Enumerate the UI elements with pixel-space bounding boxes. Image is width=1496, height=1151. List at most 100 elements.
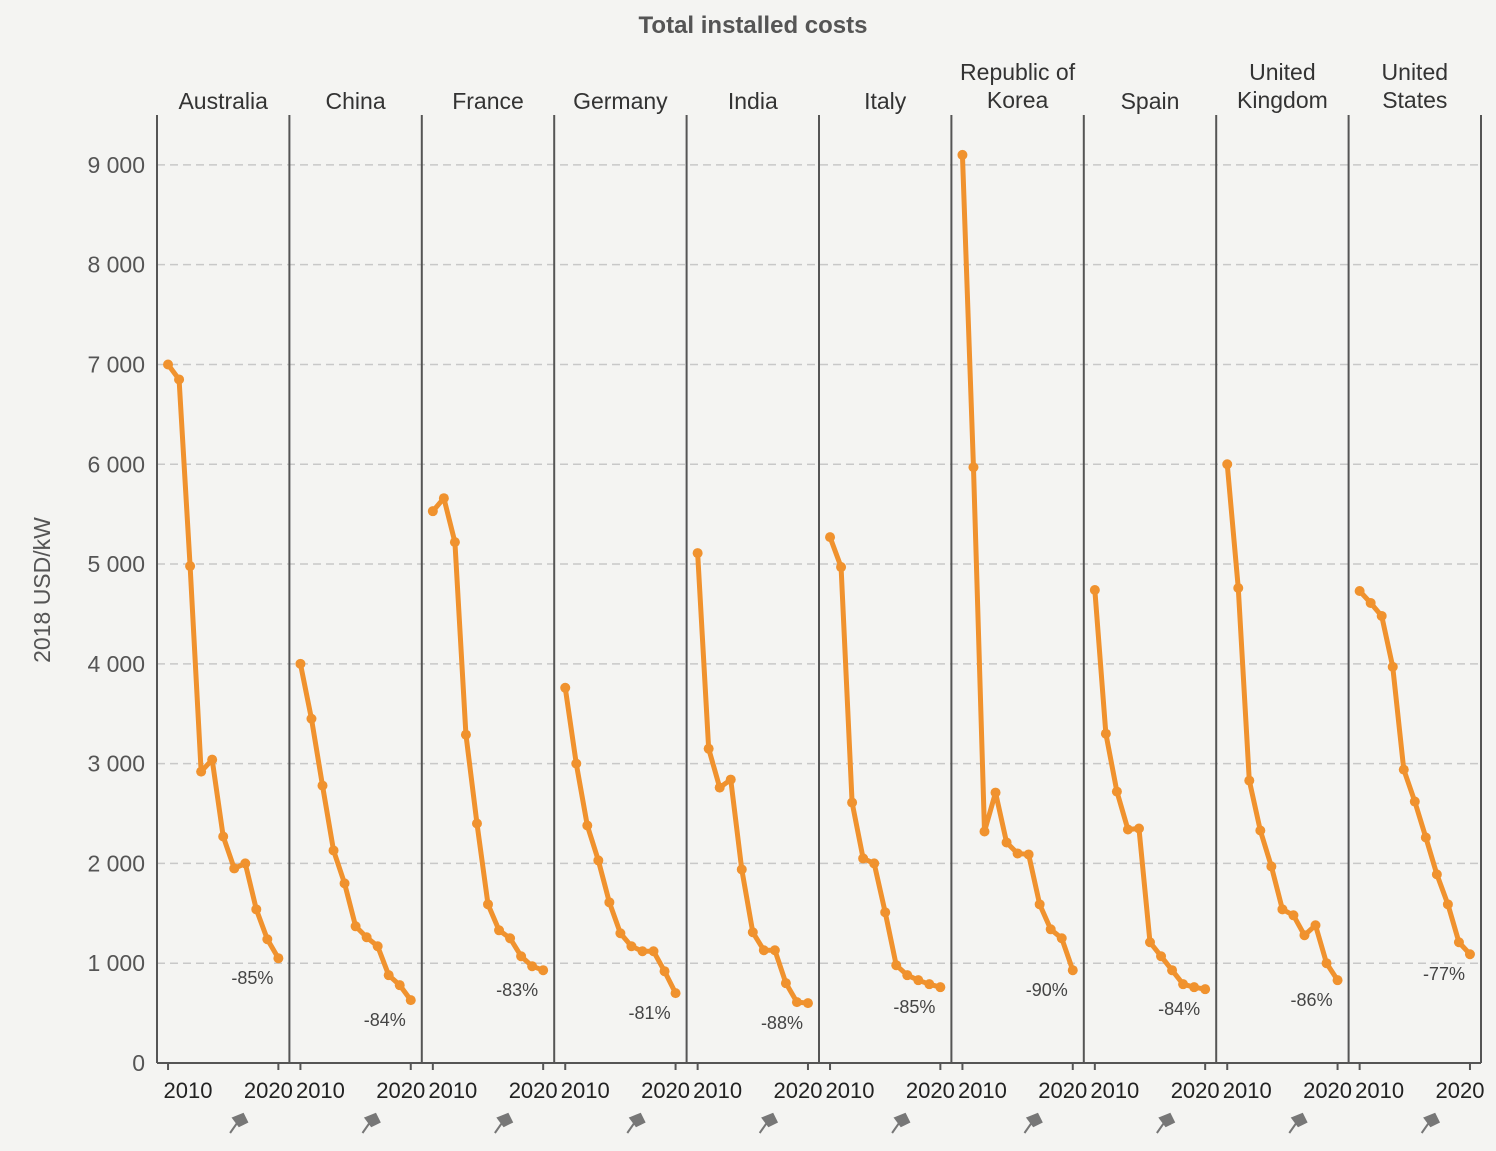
data-point bbox=[769, 945, 780, 956]
panel-label: Spain bbox=[1121, 88, 1180, 114]
data-point bbox=[582, 820, 593, 831]
data-point bbox=[924, 979, 935, 990]
series-line-china bbox=[297, 661, 414, 1003]
data-point bbox=[1310, 920, 1321, 931]
panel-label: United bbox=[1382, 59, 1448, 85]
data-point bbox=[670, 988, 681, 999]
pin-icon bbox=[1023, 1112, 1043, 1134]
y-tick-label: 5 000 bbox=[87, 551, 145, 577]
pin-icon bbox=[1288, 1112, 1308, 1134]
data-point bbox=[1167, 965, 1178, 976]
data-point bbox=[891, 960, 902, 971]
data-point bbox=[1200, 984, 1211, 995]
y-tick-label: 6 000 bbox=[87, 451, 145, 477]
data-point bbox=[714, 782, 725, 793]
panel-label: Republic of bbox=[960, 59, 1076, 85]
data-point bbox=[902, 970, 913, 981]
data-point bbox=[604, 897, 615, 908]
data-point bbox=[1431, 869, 1442, 880]
x-tick-label: 2020 bbox=[773, 1078, 822, 1103]
y-tick-label: 3 000 bbox=[87, 751, 145, 777]
x-tick-label: 2020 bbox=[1171, 1078, 1220, 1103]
x-tick-label: 2010 bbox=[826, 1078, 875, 1103]
data-point bbox=[372, 941, 383, 952]
data-point bbox=[1034, 899, 1045, 910]
data-point bbox=[1420, 832, 1431, 843]
data-point bbox=[394, 980, 405, 991]
x-tick-label: 2020 bbox=[244, 1078, 293, 1103]
data-point bbox=[339, 878, 350, 889]
data-point bbox=[1442, 899, 1453, 910]
series-line-united-states bbox=[1357, 588, 1473, 957]
pin-icon bbox=[229, 1112, 249, 1134]
data-point bbox=[1266, 861, 1277, 872]
y-tick-label: 9 000 bbox=[87, 152, 145, 178]
data-point bbox=[460, 729, 471, 740]
data-point bbox=[1056, 933, 1067, 944]
panel-label: Australia bbox=[178, 88, 268, 114]
pin-icon bbox=[758, 1112, 779, 1134]
x-tick-label: 2010 bbox=[428, 1078, 477, 1103]
data-point bbox=[483, 899, 493, 910]
data-point bbox=[1178, 979, 1189, 990]
data-point bbox=[262, 934, 273, 945]
data-point bbox=[317, 780, 328, 791]
data-point bbox=[615, 928, 626, 939]
data-point bbox=[361, 932, 372, 943]
panel-label: China bbox=[326, 88, 386, 114]
data-point bbox=[1453, 937, 1464, 948]
series-line-australia bbox=[165, 361, 281, 961]
data-point bbox=[1255, 825, 1266, 836]
x-tick-label: 2010 bbox=[561, 1078, 610, 1103]
pin-icon bbox=[494, 1112, 514, 1134]
data-point bbox=[1145, 937, 1155, 948]
panel-label: Korea bbox=[987, 87, 1049, 113]
data-point bbox=[306, 713, 317, 724]
data-point bbox=[692, 548, 703, 559]
data-point bbox=[913, 975, 924, 986]
data-point bbox=[935, 982, 946, 993]
y-tick-label: 0 bbox=[132, 1050, 145, 1076]
x-tick-label: 2020 bbox=[509, 1078, 558, 1103]
data-point bbox=[1365, 597, 1376, 608]
data-point bbox=[1133, 823, 1144, 834]
x-tick-label: 2010 bbox=[1223, 1078, 1272, 1103]
data-point bbox=[449, 537, 460, 548]
data-point bbox=[273, 953, 284, 964]
data-point bbox=[1122, 824, 1133, 835]
panel-label: France bbox=[452, 88, 524, 114]
data-point bbox=[1332, 975, 1343, 986]
data-point bbox=[637, 946, 648, 957]
data-point bbox=[571, 758, 582, 769]
data-point bbox=[207, 754, 218, 765]
data-point bbox=[747, 927, 758, 938]
change-label: -86% bbox=[1291, 990, 1333, 1010]
data-point bbox=[1045, 924, 1056, 935]
data-point bbox=[163, 359, 174, 370]
data-point bbox=[758, 945, 769, 956]
series-line-united-kingdom bbox=[1224, 461, 1341, 983]
data-point bbox=[538, 965, 549, 976]
panel-label: States bbox=[1382, 87, 1447, 113]
data-point bbox=[1277, 904, 1288, 915]
data-point bbox=[725, 774, 736, 785]
chart-title: Total installed costs bbox=[639, 12, 868, 39]
series-line-italy bbox=[827, 534, 943, 990]
data-point bbox=[229, 863, 240, 874]
data-point bbox=[240, 858, 251, 869]
data-point bbox=[780, 978, 791, 989]
data-point bbox=[1376, 610, 1387, 621]
x-tick-label: 2010 bbox=[1090, 1078, 1139, 1103]
data-point bbox=[1464, 949, 1475, 960]
data-point bbox=[383, 970, 394, 981]
data-point bbox=[196, 766, 207, 777]
x-tick-label: 2020 bbox=[641, 1078, 690, 1103]
data-point bbox=[505, 933, 516, 944]
data-point bbox=[1387, 661, 1398, 672]
pin-icon bbox=[1420, 1112, 1441, 1134]
x-tick-label: 2020 bbox=[1038, 1078, 1087, 1103]
data-point bbox=[560, 682, 571, 693]
data-point bbox=[1012, 848, 1023, 859]
data-point bbox=[869, 858, 880, 869]
data-point bbox=[791, 997, 802, 1008]
